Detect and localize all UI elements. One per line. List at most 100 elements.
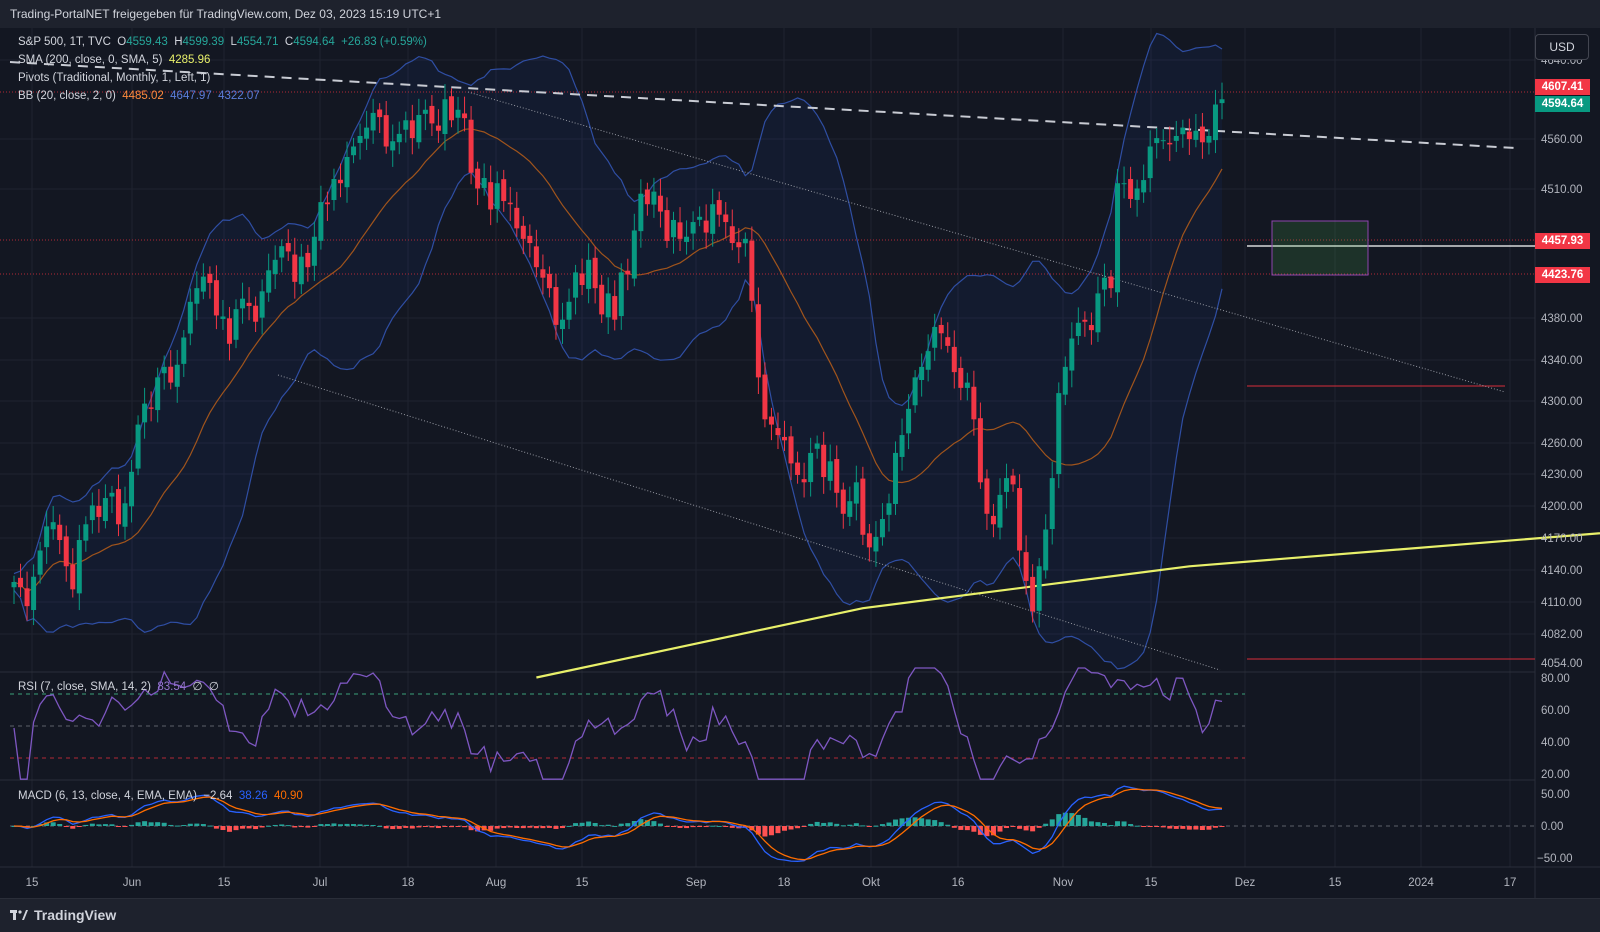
candle-body (795, 462, 801, 475)
macd-histogram-bar (279, 824, 285, 826)
candle-body (559, 319, 565, 330)
legend-sma[interactable]: SMA (200, close, 0, SMA, 5) 4285.96 (18, 51, 210, 69)
candle-body (351, 146, 357, 156)
legend-rsi-empty: ∅ (208, 681, 219, 693)
macd-histogram-bar (246, 826, 252, 829)
macd-histogram-bar (1154, 826, 1160, 827)
macd-histogram-bar (873, 825, 879, 827)
candle-body (129, 471, 135, 507)
legend-open-label: O (117, 36, 127, 48)
macd-histogram-bar (1199, 826, 1205, 831)
candle-body (83, 524, 89, 541)
candle-body (213, 280, 219, 316)
candle-body (377, 109, 383, 118)
macd-histogram-bar (566, 825, 572, 827)
macd-histogram-bar (1004, 826, 1010, 829)
legend-main[interactable]: S&P 500, 1T, TVC O4559.43 H4599.39 L4554… (18, 33, 427, 51)
macd-histogram-bar (834, 823, 840, 826)
candle-body (89, 505, 95, 521)
macd-histogram-bar (866, 826, 872, 827)
candle-body (1134, 188, 1140, 200)
candle-body (984, 478, 990, 514)
macd-histogram-bar (579, 822, 585, 826)
candle-body (468, 119, 474, 173)
time-tick: 2024 (1408, 877, 1434, 889)
legend-macd-hist: −2.64 (203, 790, 233, 802)
macd-histogram-bar (651, 821, 657, 826)
candle-body (357, 136, 363, 143)
legend-bb[interactable]: BB (20, close, 2, 0) 4485.02 4647.97 432… (18, 87, 260, 105)
candle-body (592, 257, 598, 289)
macd-histogram-bar (795, 826, 801, 829)
candle-body (266, 270, 272, 293)
candle-body (70, 564, 76, 590)
candle-body (677, 222, 683, 239)
macd-axis[interactable]: 50.00 0.00 −50.00 (1537, 789, 1573, 865)
candle-body (246, 302, 252, 307)
macd-histogram-bar (305, 826, 311, 828)
candle-body (18, 577, 24, 588)
candle-body (390, 141, 396, 151)
macd-histogram-bar (788, 826, 794, 830)
candle-body (31, 576, 37, 611)
macd-histogram-bar (266, 825, 272, 827)
candle-body (279, 246, 285, 258)
candle-body (1128, 179, 1134, 199)
macd-histogram-bar (129, 824, 135, 826)
macd-histogram-bar (396, 826, 402, 829)
time-tick: Dez (1235, 877, 1256, 889)
macd-histogram-bar (599, 825, 605, 827)
rsi-axis[interactable]: 80.00 60.00 40.00 20.00 (1541, 673, 1570, 781)
candle-body (540, 269, 546, 278)
price-tick: 4054.00 (1541, 658, 1583, 670)
macd-histogram-bar (1030, 826, 1036, 832)
candle-body (527, 235, 533, 244)
target-zone-rectangle[interactable] (1271, 220, 1369, 276)
macd-signal-line (13, 788, 1223, 861)
candle-body (396, 133, 402, 143)
price-chart[interactable]: 4640.00 4560.00 4510.00 4380.00 4340.00 … (0, 28, 1600, 898)
share-title: Trading-PortalNET freigegeben für Tradin… (10, 7, 442, 21)
legend-pivots[interactable]: Pivots (Traditional, Monthly, 1, Left, 1… (18, 69, 210, 87)
time-tick: Nov (1053, 877, 1074, 889)
macd-histogram-bar (1101, 822, 1107, 826)
candle-body (801, 479, 807, 483)
price-tag-pivot-r: 4607.41 (1535, 79, 1590, 95)
macd-histogram-bar (1134, 825, 1140, 827)
macd-histogram-bar (448, 826, 454, 828)
macd-histogram-bar (1017, 826, 1023, 829)
currency-button[interactable]: USD (1535, 34, 1589, 60)
candle-body (364, 127, 370, 139)
macd-histogram-bar (984, 826, 990, 837)
legend-low: 4554.71 (236, 36, 279, 48)
tradingview-logo[interactable]: TradingView (10, 907, 116, 923)
grid-lines (0, 28, 1535, 867)
candle-body (1017, 488, 1023, 551)
macd-histogram-bar (1193, 826, 1199, 830)
macd-histogram-bar (122, 826, 128, 827)
macd-histogram-bar (1095, 822, 1101, 826)
time-axis[interactable]: 15 Jun 15 Jul 18 Aug 15 Sep 18 Okt 16 No… (26, 877, 1517, 889)
candle-body (1095, 293, 1101, 333)
macd-histogram-bar (559, 826, 565, 829)
candle-body (240, 298, 246, 309)
legend-rsi-label: RSI (7, close, SMA, 14, 2) (18, 681, 151, 693)
candle-body (514, 207, 520, 229)
candle-body (135, 424, 141, 469)
legend-close: 4594.64 (293, 36, 335, 48)
candle-body (886, 503, 892, 515)
macd-histogram-bar (684, 826, 690, 829)
candle-body (1010, 475, 1016, 485)
price-axis[interactable]: 4640.00 4560.00 4510.00 4380.00 4340.00 … (1541, 55, 1583, 670)
macd-histogram-bar (932, 820, 938, 826)
macd-histogram-bar (853, 823, 859, 826)
macd-histogram-bar (951, 826, 957, 828)
legend-rsi[interactable]: RSI (7, close, SMA, 14, 2) 83.54 ∅ ∅ (18, 678, 219, 696)
legend-bb-label: BB (20, close, 2, 0) (18, 90, 116, 102)
candle-body (324, 202, 330, 205)
candle-body (847, 501, 853, 517)
macd-histogram-bar (644, 820, 650, 826)
time-tick: Okt (862, 877, 881, 889)
macd-histogram-bar (710, 825, 716, 827)
legend-macd[interactable]: MACD (6, 13, close, 4, EMA, EMA) −2.64 3… (18, 787, 303, 805)
